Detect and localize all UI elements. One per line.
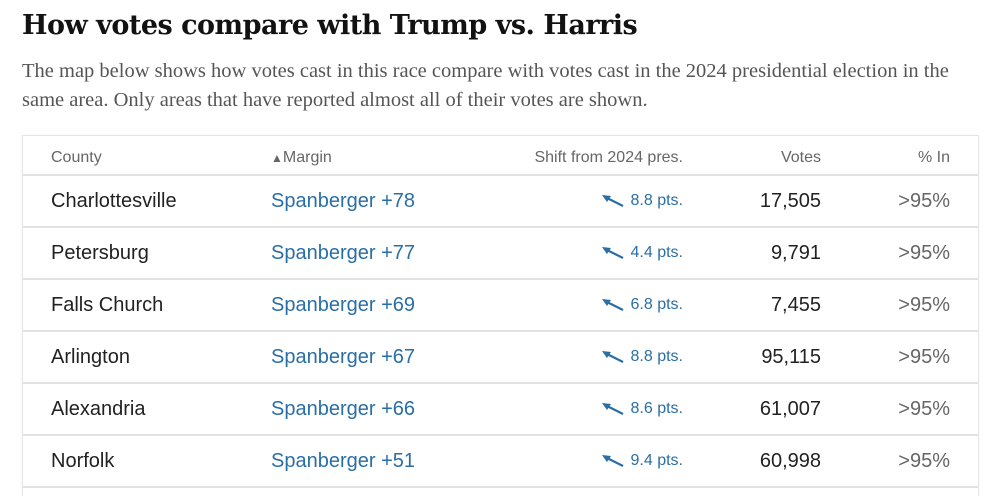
section-title: How votes compare with Trump vs. Harris [22,10,638,41]
sort-ascending-icon: ▲ [271,151,283,165]
county-name: Norfolk [51,450,115,472]
arrow-up-left-icon [601,402,624,415]
votes-value: 7,455 [770,294,821,316]
arrow-up-left-icon [601,246,624,259]
table-row: Falls Church Spanberger +69 6.8 pts. 7,4… [23,280,978,332]
table-row: Alexandria Spanberger +66 8.6 pts. 61,00… [23,384,978,436]
county-name: Alexandria [51,398,146,420]
table-row: Charlottesville Spanberger +78 8.8 pts. … [23,176,978,228]
pct-in-value: >95% [898,242,950,264]
county-name: Falls Church [51,294,164,316]
shift-value: 4.4 pts. [513,228,683,278]
votes-value: 60,998 [759,450,821,472]
header-margin[interactable]: ▲Margin [271,136,332,180]
shift-label: 4.4 pts. [630,244,683,261]
county-name: Petersburg [51,242,149,264]
county-name: Charlottesville [51,190,177,212]
votes-value: 61,007 [759,398,821,420]
arrow-up-left-icon [601,194,624,207]
arrow-up-left-icon [601,298,624,311]
shift-label: 9.4 pts. [630,452,683,469]
shift-value: 8.8 pts. [513,332,683,382]
votes-value: 17,505 [759,190,821,212]
margin-value: Spanberger +77 [271,242,416,264]
margin-value: Spanberger +67 [271,346,416,368]
margin-value: Spanberger +78 [271,190,416,212]
section-description: The map below shows how votes cast in th… [22,60,949,111]
table-row: Petersburg Spanberger +77 4.4 pts. 9,791… [23,228,978,280]
county-name: Arlington [51,346,130,368]
shift-value: 8.8 pts. [513,176,683,226]
table-row: Arlington Spanberger +67 8.8 pts. 95,115… [23,332,978,384]
header-pct-in[interactable]: % In [917,149,950,166]
table-row: Norfolk Spanberger +51 9.4 pts. 60,998 >… [23,436,978,488]
pct-in-value: >95% [898,294,950,316]
results-table: County ▲Margin Shift from 2024 pres. Vot… [22,135,979,496]
header-shift[interactable]: Shift from 2024 pres. [534,149,683,166]
table-header: County ▲Margin Shift from 2024 pres. Vot… [23,136,978,176]
pct-in-value: >95% [898,346,950,368]
arrow-up-left-icon [601,350,624,363]
header-county[interactable]: County [51,149,102,166]
margin-value: Spanberger +66 [271,398,416,420]
shift-value: 8.6 pts. [513,384,683,434]
shift-label: 6.8 pts. [630,296,683,313]
votes-value: 9,791 [770,242,821,264]
pct-in-value: >95% [898,190,950,212]
header-votes[interactable]: Votes [780,149,821,166]
pct-in-value: >95% [898,398,950,420]
shift-label: 8.8 pts. [630,192,683,209]
shift-value: 6.8 pts. [513,280,683,330]
shift-label: 8.6 pts. [630,400,683,417]
margin-value: Spanberger +69 [271,294,416,316]
margin-value: Spanberger +51 [271,450,416,472]
header-margin-label: Margin [282,149,332,166]
votes-value: 95,115 [761,346,821,368]
shift-label: 8.8 pts. [630,348,683,365]
pct-in-value: >95% [898,450,950,472]
arrow-up-left-icon [601,454,624,467]
shift-value: 9.4 pts. [513,436,683,486]
